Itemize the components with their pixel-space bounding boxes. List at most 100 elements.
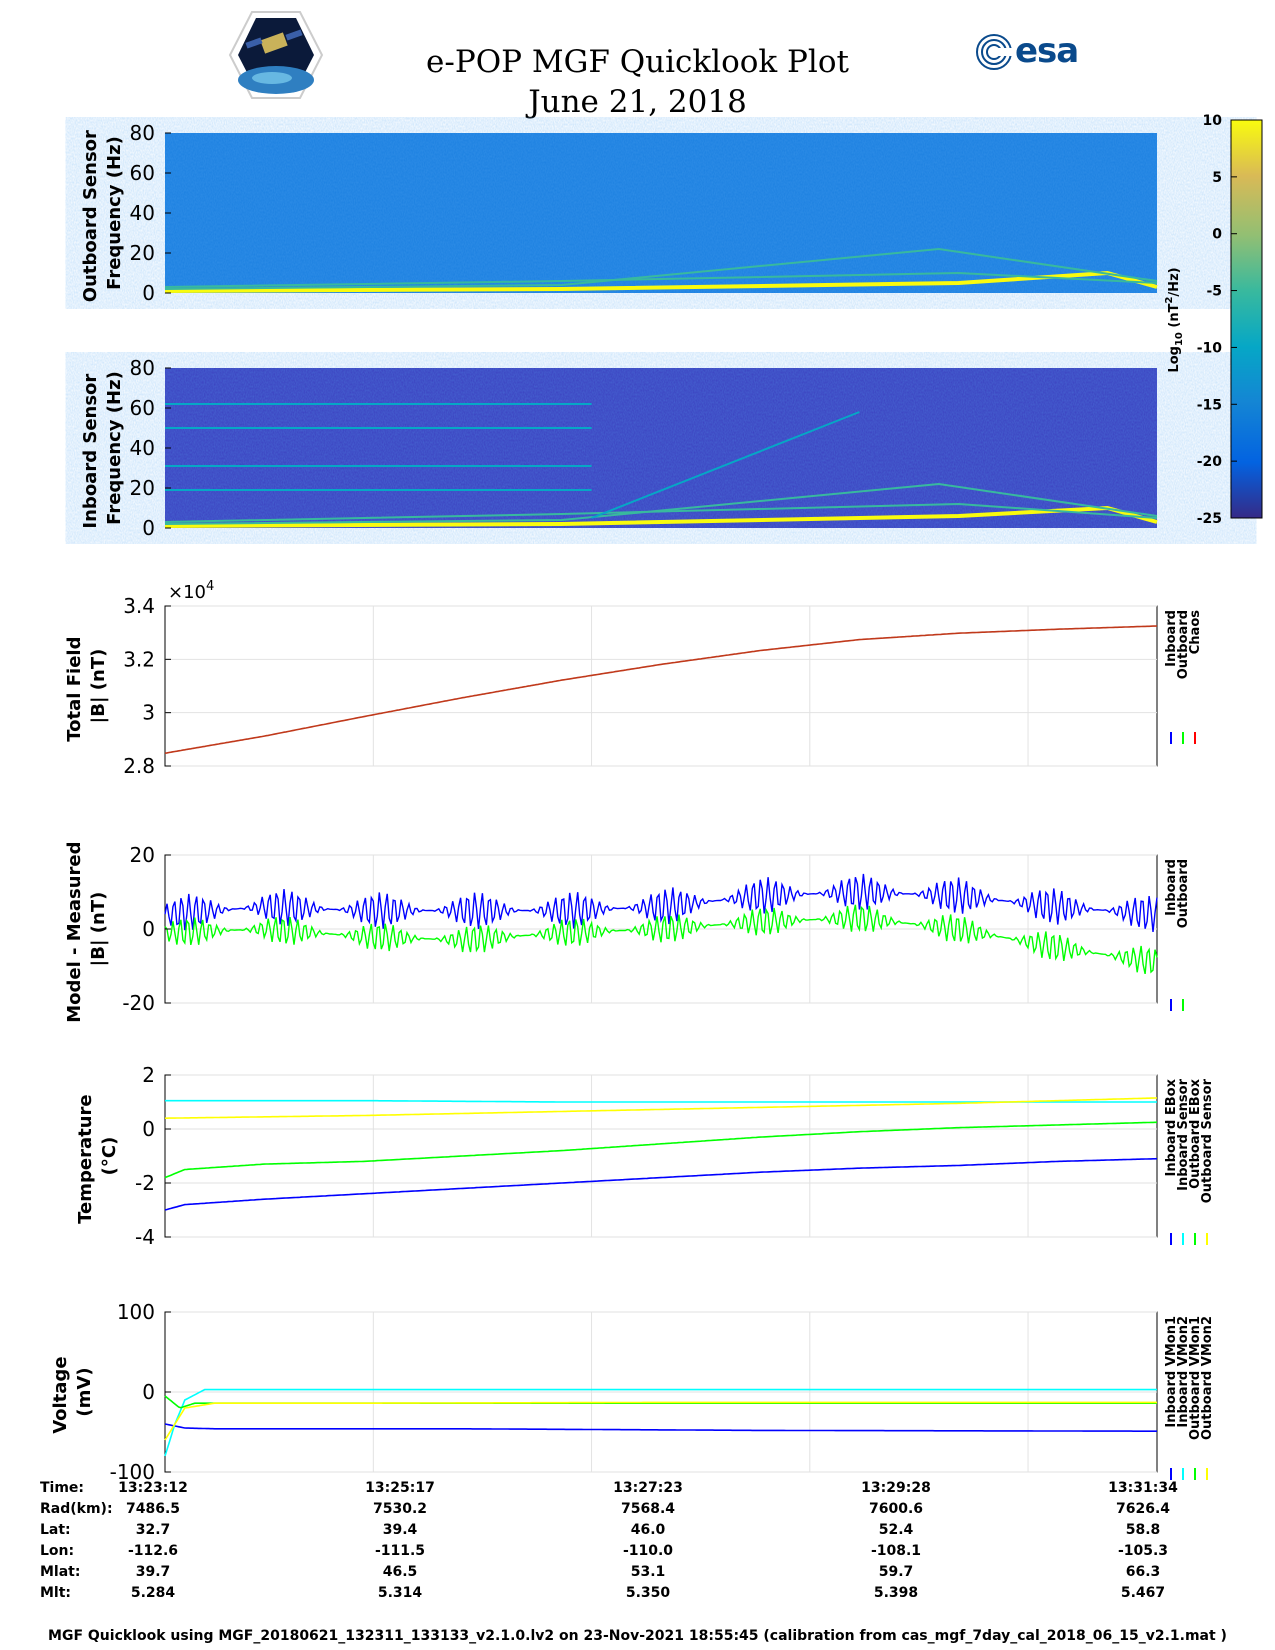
plot-date: June 21, 2018 [528,84,747,120]
legend-entry: Outboard [1176,859,1191,928]
footer-caption: MGF Quicklook using MGF_20180621_132311_… [48,1628,1227,1644]
y-tick-label: 40 [130,436,155,460]
y-tick-label: 0 [142,516,155,540]
info-cell: 7486.5 [125,1501,181,1517]
info-cell: 13:23:12 [118,1480,188,1496]
info-cell: 58.8 [1125,1522,1161,1538]
series-line [165,1097,1157,1119]
info-cell: 5.398 [873,1585,919,1601]
info-cell: 7568.4 [620,1501,676,1517]
spectral-line [164,482,1158,525]
info-row-label: Time: [40,1480,85,1496]
info-cell: -112.6 [127,1543,179,1559]
spectral-line [164,505,1158,528]
legend-entry: Inboard VMon1 [1164,1316,1179,1428]
y-tick-label: -4 [135,1225,155,1249]
series-line [164,625,1158,754]
series-line [164,873,1158,932]
y-tick-label: 0 [142,1117,155,1141]
colorbar-tick-label: -15 [1197,397,1222,413]
series-line [164,1121,1157,1179]
outboard-spectrogram: 0 20 40 60 80 Outboard Sensor Frequency (Hz) [80,121,1158,305]
info-cell: 5.350 [625,1585,671,1601]
y-tick-label: 3.4 [123,594,155,618]
y-tick-label: -20 [122,991,155,1015]
colorbar-label: Log10 (nT2/Hz) [1164,267,1185,372]
y-tick-label: -100 [110,1460,155,1480]
quicklook-figure: 0 20 40 60 80 Outboard Sensor Frequency (Hz)… [50,113,1263,1480]
info-cell: 7626.4 [1115,1501,1171,1517]
colorbar-tick-label: -10 [1197,340,1223,356]
spectral-line [164,247,1158,290]
spectral-line [591,411,860,519]
info-cell: -110.0 [622,1543,674,1559]
info-row-label: Lon: [40,1543,75,1559]
legend-entry: Inboard EBox [1164,1078,1179,1176]
y-tick-label: 40 [130,201,155,225]
y-tick-label: 0 [142,281,155,305]
total-field-multiplier: ×104 [168,579,214,603]
legend-entry: Outboard VMon2 [1200,1316,1215,1440]
outboard-spectrogram-texture [165,133,1157,293]
inboard-spectrogram-texture [165,368,1157,528]
legend-entry: Outboard VMon1 [1188,1316,1203,1440]
colorbar: 10 5 0 -5 -10 -15 -20 -25 Log10 (nT2/Hz) [1164,113,1263,527]
inboard-spectrogram-ylabel: Inboard Sensor Frequency (Hz) [80,367,125,528]
legend-entry: Inboard VMon2 [1176,1316,1191,1428]
y-tick-label: 0 [142,917,155,941]
info-row-label: Lat: [40,1522,71,1538]
legend-entry: Outboard EBox [1188,1078,1203,1188]
y-tick-label: 20 [130,241,155,265]
info-row-label: Mlt: [40,1585,72,1601]
voltage-ylabel: Voltage (mV) [50,1350,95,1434]
cassiope-logo [228,11,324,99]
info-cell: 13:29:28 [861,1480,931,1496]
legend-entry: Outboard [1176,610,1191,679]
info-row-label: Rad(km): [40,1501,113,1517]
y-tick-label: 20 [130,476,155,500]
spectral-line [164,502,1158,523]
series-line [164,1157,1158,1211]
plot-title: e-POP MGF Quicklook Plot [426,44,849,80]
info-cell: 46.5 [382,1564,418,1580]
esa-logo [976,34,1012,70]
info-cell: 53.1 [630,1564,666,1580]
y-tick-label: 20 [130,843,155,867]
y-tick-label: 0 [142,1380,155,1404]
legend-entry: Inboard Sensor [1176,1078,1191,1190]
spectral-line [164,270,1158,293]
colorbar-gradient [1230,119,1263,519]
legend-entry: Inboard [1164,859,1179,916]
esa-wordmark: esa [1015,31,1079,71]
info-cell: 13:31:34 [1108,1480,1178,1496]
y-tick-label: -2 [135,1171,155,1195]
info-cell: 13:25:17 [365,1480,435,1496]
info-cell: 52.4 [878,1522,914,1538]
series-line [164,1388,1157,1457]
legend-entry: Outboard Sensor [1200,1078,1215,1203]
outboard-spectrogram-ylabel: Outboard Sensor Frequency (Hz) [80,124,125,302]
temperature-ylabel: Temperature (°C) [75,1088,120,1224]
info-cell: 39.7 [135,1564,171,1580]
legend-entry: Chaos [1188,610,1203,654]
y-tick-label: 80 [130,121,155,145]
orbit-info-table: Time: 13:23:12 13:25:17 13:27:23 13:29:28 13:… [0,1480,1275,1620]
legend-entry: Inboard [1164,610,1179,667]
info-cell: 59.7 [878,1564,914,1580]
model-minus-measured-ylabel: Model - Measured |B| (nT) [64,835,109,1023]
y-tick-label: 60 [130,396,155,420]
info-cell: 13:27:23 [613,1480,683,1496]
y-tick-label: 80 [130,356,155,380]
spectral-line [164,271,1158,288]
info-cell: 46.0 [630,1522,666,1538]
y-tick-label: 3.2 [123,647,155,671]
info-cell: 5.467 [1120,1585,1166,1601]
series-line [164,1423,1157,1432]
colorbar-tick-label: 0 [1212,227,1222,243]
info-cell: -105.3 [1117,1543,1169,1559]
colorbar-tick-label: -25 [1197,511,1222,527]
